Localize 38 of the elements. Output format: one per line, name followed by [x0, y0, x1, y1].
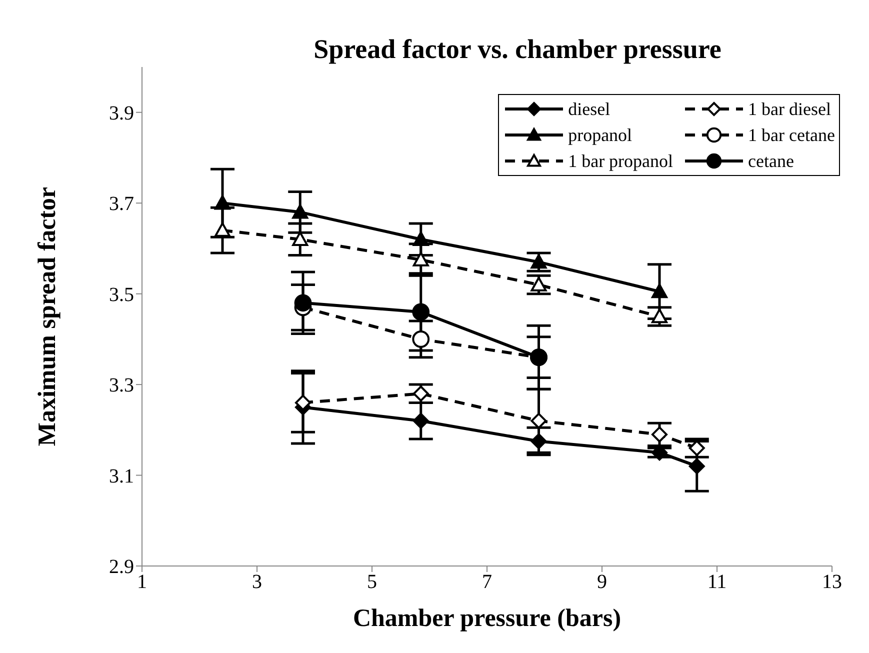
- point: [412, 303, 430, 321]
- y-tick-label: 3.9: [109, 102, 134, 124]
- x-tick-label: 13: [822, 571, 842, 594]
- legend-label: cetane: [748, 150, 794, 172]
- point: [652, 284, 668, 298]
- y-axis-title: Maximum spread factor: [34, 186, 61, 446]
- legend-label: 1 bar propanol: [568, 150, 674, 172]
- x-tick-label: 1: [137, 571, 147, 594]
- chart-title: Spread factor vs. chamber pressure: [312, 34, 722, 65]
- legend-label: propanol: [568, 124, 632, 146]
- x-tick-label: 5: [367, 571, 377, 594]
- point: [530, 276, 547, 292]
- point: [412, 252, 429, 266]
- point: [530, 254, 547, 269]
- point: [652, 426, 668, 442]
- y-tick-label: 3.5: [109, 284, 134, 306]
- legend-label: 1 bar diesel: [748, 98, 832, 120]
- point: [412, 330, 430, 348]
- x-tick-label: 11: [707, 571, 727, 594]
- legend-label: 1 bar cetane: [748, 124, 835, 146]
- point: [688, 458, 705, 474]
- x-tick-label: 7: [482, 571, 492, 594]
- point: [652, 308, 668, 324]
- x-axis-title: Chamber pressure (bars): [352, 605, 622, 632]
- x-tick-label: 3: [252, 571, 262, 594]
- point: [292, 204, 308, 219]
- point: [412, 412, 429, 429]
- y-tick-label: 3.7: [109, 193, 134, 216]
- point: [294, 294, 312, 312]
- point: [214, 222, 230, 237]
- point: [412, 231, 429, 246]
- y-tick-label: 3.3: [109, 374, 134, 397]
- y-tick-label: 2.9: [109, 556, 134, 578]
- x-tick-label: 9: [597, 571, 607, 594]
- y-tick-label: 3.1: [109, 465, 134, 488]
- point: [214, 195, 230, 210]
- legend-label: diesel: [568, 98, 610, 120]
- point: [530, 433, 547, 450]
